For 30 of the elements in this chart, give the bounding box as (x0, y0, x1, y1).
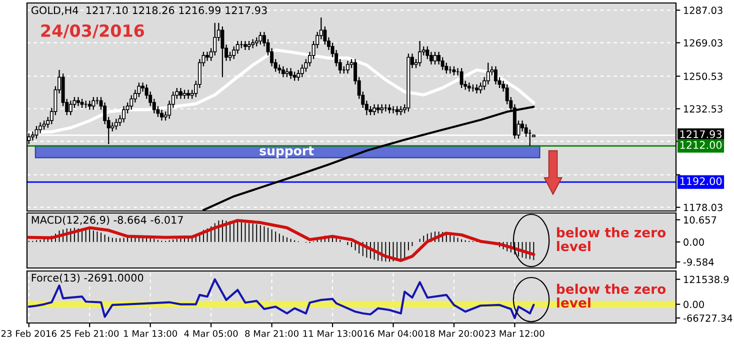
y-tick-label: -66727.34 (683, 314, 732, 322)
y-tick-label: 0.00 (684, 238, 704, 246)
ref-line-label: 1217.93 (680, 130, 722, 138)
x-tick-label: 18 Mar 20:00 (424, 330, 484, 337)
y-tick-label: 121538.9 (684, 276, 729, 284)
y-tick-label: 1178.03 (684, 204, 722, 212)
x-tick-label: 4 Mar 05:00 (184, 330, 238, 337)
y-tick-label: 1232.53 (684, 105, 722, 113)
y-tick-label: 1250.53 (684, 72, 722, 80)
y-tick-label: 1269.03 (684, 39, 722, 47)
x-tick-label: 11 Mar 13:00 (303, 330, 362, 337)
ref-line-label: 1212.00 (680, 141, 722, 149)
x-tick-label: 8 Mar 21:00 (245, 330, 298, 337)
chart-title: Force(13) -2691.0000 (32, 274, 144, 283)
annotation: 24/03/2016 (41, 24, 144, 38)
x-tick-label: 23 Feb 2016 (1, 330, 56, 337)
y-tick-label: 10.657 (684, 216, 716, 224)
y-tick-label: 0.00 (684, 300, 704, 308)
x-tick-label: 23 Mar 12:00 (485, 330, 544, 337)
ref-line-label: 1192.00 (680, 177, 722, 186)
x-tick-label: 25 Feb 21:00 (60, 330, 119, 337)
y-tick-label: -9.584 (683, 258, 714, 266)
x-tick-label: 16 Mar 04:00 (364, 330, 423, 337)
annotation: below the zero level (557, 284, 666, 308)
chart-title: GOLD,H4 1217.10 1218.26 1216.99 1217.93 (31, 6, 267, 16)
chart-title: MACD(12,26,9) -8.664 -6.017 (32, 216, 183, 226)
y-tick-label: 1287.03 (684, 6, 722, 14)
annotation: below the zero level (557, 227, 666, 252)
band-label: support (260, 146, 314, 158)
x-tick-label: 1 Mar 13:00 (124, 330, 178, 337)
